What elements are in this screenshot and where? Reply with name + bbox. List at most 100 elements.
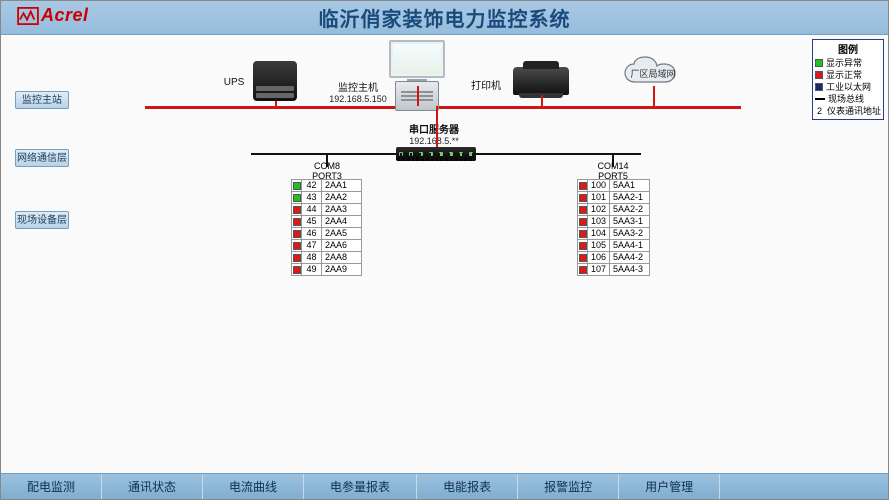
footer-item-2[interactable]: 电流曲线 — [203, 474, 304, 499]
table-row[interactable]: 1055AA4-1 — [578, 240, 650, 252]
status-indicator — [579, 194, 587, 202]
serial-server-ip: 192.168.5.** — [374, 136, 494, 146]
serial-server-label-text: 串口服务器 — [374, 121, 494, 136]
connector — [405, 153, 407, 161]
cloud-icon: 厂区局域网 — [621, 56, 685, 90]
connector — [472, 153, 474, 161]
table-row[interactable]: 422AA1 — [292, 180, 362, 192]
footer-item-6[interactable]: 用户管理 — [619, 474, 720, 499]
connector — [434, 153, 436, 161]
device-name: 2AA5 — [322, 228, 362, 240]
cloud-label: 厂区局域网 — [621, 56, 685, 90]
footer-item-3[interactable]: 电参量报表 — [304, 474, 417, 499]
page-title: 临沂俏家装饰电力监控系统 — [1, 3, 888, 32]
device-address: 45 — [302, 216, 322, 228]
monitor-icon — [389, 40, 445, 78]
printer-icon — [513, 67, 569, 95]
footer-item-5[interactable]: 报警监控 — [518, 474, 619, 499]
printer-device — [513, 67, 569, 95]
cloud-device: 厂区局域网 — [621, 56, 685, 90]
header: Acrel 临沂俏家装饰电力监控系统 — [1, 1, 888, 35]
device-name: 2AA8 — [322, 252, 362, 264]
connector — [400, 153, 402, 161]
device-address: 100 — [588, 180, 610, 192]
device-name: 5AA4-2 — [610, 252, 650, 264]
status-indicator — [579, 218, 587, 226]
device-address: 103 — [588, 216, 610, 228]
connector — [453, 153, 455, 161]
device-address: 105 — [588, 240, 610, 252]
connector — [424, 153, 426, 161]
device-name: 2AA2 — [322, 192, 362, 204]
status-indicator — [579, 206, 587, 214]
table-row[interactable]: 462AA5 — [292, 228, 362, 240]
connector — [443, 153, 445, 161]
device-address: 46 — [302, 228, 322, 240]
connector — [436, 106, 438, 147]
footer-item-0[interactable]: 配电监测 — [1, 474, 102, 499]
status-indicator — [293, 206, 301, 214]
ups-icon — [253, 61, 297, 101]
device-address: 44 — [302, 204, 322, 216]
logo: Acrel — [17, 5, 89, 26]
device-address: 49 — [302, 264, 322, 276]
table-row[interactable]: 442AA3 — [292, 204, 362, 216]
table-row[interactable]: 1065AA4-2 — [578, 252, 650, 264]
ups-label: UPS — [219, 77, 249, 88]
table-row[interactable]: 1075AA4-3 — [578, 264, 650, 276]
ethernet-bus — [145, 106, 741, 109]
connector — [419, 153, 421, 161]
footer-item-4[interactable]: 电能报表 — [417, 474, 518, 499]
status-indicator — [579, 266, 587, 274]
table-row[interactable]: 482AA8 — [292, 252, 362, 264]
table-row[interactable]: 1025AA2-2 — [578, 204, 650, 216]
connector — [467, 153, 469, 161]
table-row[interactable]: 1045AA3-2 — [578, 228, 650, 240]
table-row[interactable]: 492AA9 — [292, 264, 362, 276]
connector — [438, 153, 440, 161]
connector — [429, 153, 431, 161]
connector — [414, 153, 416, 161]
serial-server-label: 串口服务器 192.168.5.** — [374, 121, 494, 146]
device-name: 2AA9 — [322, 264, 362, 276]
connector — [448, 153, 450, 161]
device-address: 42 — [302, 180, 322, 192]
status-indicator — [293, 218, 301, 226]
device-address: 102 — [588, 204, 610, 216]
monitor-device — [389, 40, 445, 85]
connector — [458, 153, 460, 161]
com-table-0: 422AA1432AA2442AA3452AA4462AA5472AA6482A… — [291, 179, 362, 276]
device-address: 101 — [588, 192, 610, 204]
table-row[interactable]: 1015AA2-1 — [578, 192, 650, 204]
printer-label: 打印机 — [463, 77, 509, 92]
device-address: 107 — [588, 264, 610, 276]
connector — [410, 153, 412, 161]
status-indicator — [579, 254, 587, 262]
table-row[interactable]: 1035AA3-1 — [578, 216, 650, 228]
footer-item-1[interactable]: 通讯状态 — [102, 474, 203, 499]
device-address: 104 — [588, 228, 610, 240]
device-name: 5AA2-1 — [610, 192, 650, 204]
status-indicator — [293, 254, 301, 262]
status-indicator — [579, 230, 587, 238]
device-name: 2AA3 — [322, 204, 362, 216]
device-address: 48 — [302, 252, 322, 264]
table-row[interactable]: 1005AA1 — [578, 180, 650, 192]
status-indicator — [579, 182, 587, 190]
host-label-text: 监控主机 — [321, 79, 395, 94]
device-name: 5AA4-1 — [610, 240, 650, 252]
table-row[interactable]: 432AA2 — [292, 192, 362, 204]
status-indicator — [293, 230, 301, 238]
device-address: 106 — [588, 252, 610, 264]
table-row[interactable]: 472AA6 — [292, 240, 362, 252]
status-indicator — [293, 266, 301, 274]
ups-device — [253, 61, 297, 101]
footer-menu: 配电监测通讯状态电流曲线电参量报表电能报表报警监控用户管理 — [1, 473, 888, 499]
device-address: 43 — [302, 192, 322, 204]
status-indicator — [293, 194, 301, 202]
logo-icon — [17, 7, 39, 25]
device-name: 5AA4-3 — [610, 264, 650, 276]
table-row[interactable]: 452AA4 — [292, 216, 362, 228]
connector — [653, 86, 655, 106]
device-name: 2AA1 — [322, 180, 362, 192]
